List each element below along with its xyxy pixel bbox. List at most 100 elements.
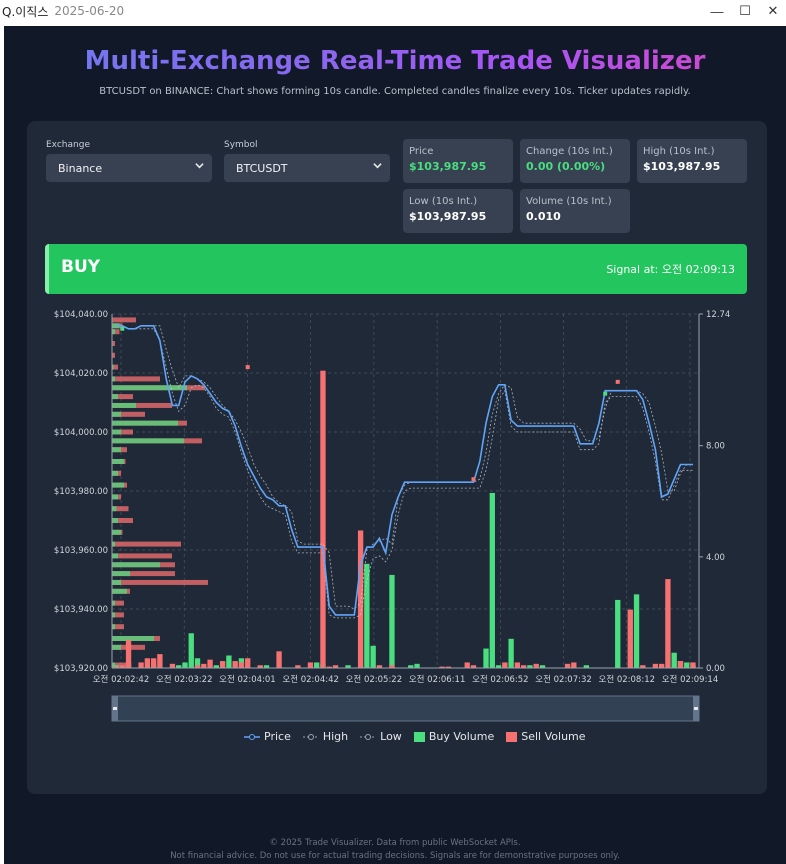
sell-volume-bar <box>113 666 119 668</box>
change-stat-label: Change (10s Int.) <box>526 146 613 157</box>
buy-volume-bar <box>583 665 590 668</box>
profile-bar-buy <box>112 612 115 618</box>
window-app-name: Q.이직스 <box>2 4 49 19</box>
profile-bar-sell <box>112 376 160 382</box>
sell-volume-bar <box>357 530 364 668</box>
sell-volume-bar <box>389 665 395 668</box>
profile-bar-buy <box>112 571 130 577</box>
sell-volume-bar <box>658 663 665 668</box>
high-stat: High (10s Int.) $103,987.95 <box>637 139 747 183</box>
x-tick-label: 오전 02:09:14 <box>662 674 719 685</box>
price-line <box>116 325 693 616</box>
sell-volume-bar <box>464 662 470 668</box>
volume-stat: Volume (10s Int.) 0.010 <box>520 189 630 233</box>
zoom-slider[interactable] <box>111 695 700 722</box>
chart-axes: $104,040.00 $104,020.00 $104,000.00 $103,98… <box>54 310 730 685</box>
buy-swatch-icon <box>413 731 425 742</box>
buy-volume-bar <box>345 665 351 668</box>
grip-icon <box>694 707 698 710</box>
chevron-down-icon <box>195 161 204 173</box>
sell-volume-bar <box>652 663 659 668</box>
price-lines <box>116 325 693 619</box>
sell-volume-bar <box>144 658 151 668</box>
profile-bar-buy <box>112 506 117 512</box>
profile-bar-buy <box>112 447 121 453</box>
symbol-select[interactable]: BTCUSDT <box>224 154 390 182</box>
sell-volume-bar <box>150 658 157 668</box>
maximize-button[interactable]: ☐ <box>739 3 751 18</box>
signal-marker <box>245 365 250 370</box>
low-stat-label: Low (10s Int.) <box>409 196 478 207</box>
profile-bar-sell <box>112 352 115 358</box>
buy-volume-bar <box>194 658 201 668</box>
profile-bar-sell <box>112 364 118 370</box>
chevron-down-icon <box>373 161 382 173</box>
buy-volume-bar <box>508 638 514 668</box>
profile-bar-buy <box>112 482 124 488</box>
y-tick-label-right: 4.00 <box>706 553 725 563</box>
profile-bar-buy <box>112 529 121 535</box>
legend-high[interactable]: High <box>302 730 348 743</box>
sell-swatch-icon <box>506 731 518 742</box>
profile-bar-buy <box>112 553 118 559</box>
window-controls: — ☐ ✕ <box>710 0 780 22</box>
profile-bar-sell <box>112 553 172 559</box>
sell-volume-bar <box>470 665 477 668</box>
y-tick-label: $103,940.00 <box>54 605 108 615</box>
zoom-slider-track[interactable] <box>111 695 700 722</box>
line-marker-icon <box>244 733 260 740</box>
sell-volume-bar <box>169 663 176 668</box>
profile-bar-sell <box>112 317 136 323</box>
sell-volume-bar <box>326 666 332 668</box>
chart-legend: Price High Low Buy Volume Sell Volume <box>244 730 586 743</box>
y-tick-label-right: 8.00 <box>706 442 725 452</box>
profile-bar-buy <box>112 385 187 391</box>
high-line <box>116 325 693 610</box>
legend-low[interactable]: Low <box>360 730 402 743</box>
sell-volume-bar <box>640 665 646 668</box>
profile-bar-buy <box>112 420 178 426</box>
sell-volume-bar <box>219 661 226 668</box>
sell-volume-bar <box>295 665 301 668</box>
window-date: 2025-06-20 <box>54 4 125 18</box>
price-volume-chart[interactable]: $104,040.00 $104,020.00 $104,000.00 $103,98… <box>49 306 739 726</box>
app-page: Multi-Exchange Real-Time Trade Visualize… <box>4 26 786 864</box>
high-stat-value: $103,987.95 <box>643 160 721 173</box>
sell-volume-bar <box>201 663 207 668</box>
x-tick-label: 오전 02:06:11 <box>409 674 466 685</box>
profile-bar-sell <box>112 506 129 512</box>
buy-volume-bar <box>364 563 370 668</box>
buy-volume-bar <box>414 663 420 668</box>
sell-volume-bar <box>157 654 163 668</box>
exchange-select[interactable]: Binance <box>46 154 212 182</box>
sell-volume-bar <box>320 370 326 668</box>
sell-volume-bar <box>207 659 213 668</box>
profile-bar-sell <box>112 518 133 523</box>
sell-volume-bar <box>564 663 571 668</box>
close-button[interactable]: ✕ <box>767 3 779 18</box>
y-tick-label: $103,980.00 <box>54 487 108 497</box>
low-line <box>116 325 693 619</box>
legend-low-label: Low <box>380 730 402 743</box>
x-tick-label: 오전 02:04:42 <box>282 674 339 685</box>
legend-buy-volume[interactable]: Buy Volume <box>413 730 494 743</box>
legend-sell-volume[interactable]: Sell Volume <box>506 730 586 743</box>
profile-bar-sell <box>112 341 115 346</box>
sell-volume-bar <box>627 609 633 668</box>
profile-bar-buy <box>112 518 118 523</box>
x-tick-label: 오전 02:04:01 <box>219 674 276 685</box>
buy-volume-bar <box>483 648 489 668</box>
x-tick-label: 오전 02:05:22 <box>346 674 403 685</box>
high-stat-label: High (10s Int.) <box>643 146 715 157</box>
buy-volume-bar <box>188 633 194 668</box>
legend-price[interactable]: Price <box>244 730 291 743</box>
buy-volume-bar <box>527 665 533 668</box>
chart-grid <box>112 313 699 669</box>
signal-banner: BUY Signal at: 오전 02:09:13 <box>45 244 747 294</box>
profile-bar-buy <box>112 429 121 435</box>
buy-volume-bar <box>408 665 414 668</box>
symbol-label: Symbol <box>224 140 258 150</box>
profile-bar-sell <box>112 394 133 400</box>
minimize-button[interactable]: — <box>710 3 724 19</box>
buy-volume-bar <box>389 574 395 668</box>
